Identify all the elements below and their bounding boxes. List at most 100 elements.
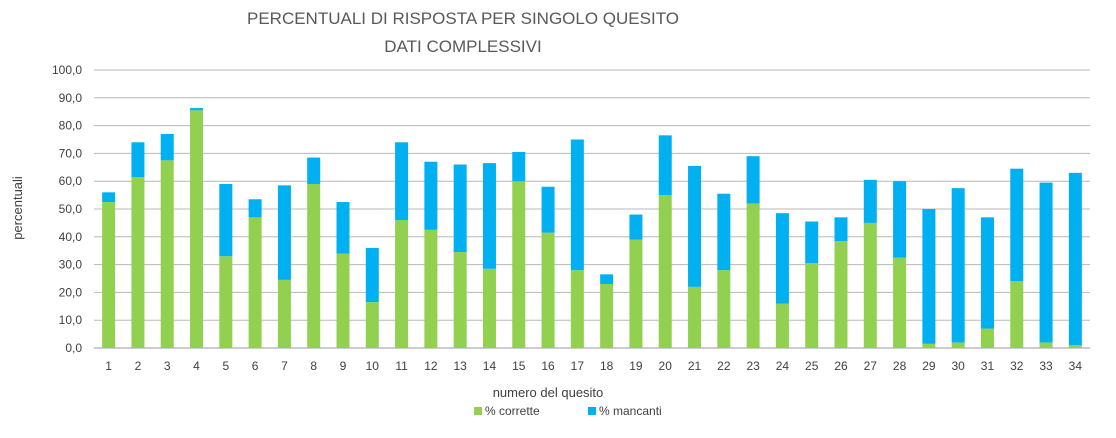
bar-corrette xyxy=(629,239,643,348)
bar-mancanti xyxy=(600,274,614,285)
bar-corrette xyxy=(863,222,877,348)
x-tick-label: 14 xyxy=(483,359,497,373)
bar-mancanti xyxy=(248,199,262,218)
y-tick-label: 90,0 xyxy=(59,91,83,105)
bar-corrette xyxy=(600,284,614,348)
x-tick-label: 11 xyxy=(395,359,408,373)
y-tick-label: 80,0 xyxy=(59,119,83,133)
bar-corrette xyxy=(102,202,116,348)
bar-mancanti xyxy=(688,165,702,287)
x-tick-label: 16 xyxy=(541,359,555,373)
x-tick-label: 19 xyxy=(629,359,643,373)
bar-mancanti xyxy=(541,186,555,233)
bar-mancanti xyxy=(190,108,204,111)
bar-corrette xyxy=(658,195,672,348)
bar-mancanti xyxy=(775,213,789,304)
bar-corrette xyxy=(219,256,233,348)
bar-mancanti xyxy=(424,161,438,230)
x-tick-label: 24 xyxy=(776,359,790,373)
bar-mancanti xyxy=(1010,168,1024,282)
bar-mancanti xyxy=(893,181,907,258)
bar-mancanti xyxy=(1068,172,1082,346)
legend: % corrette % mancanti xyxy=(474,404,662,418)
bar-mancanti xyxy=(980,217,994,329)
bar-mancanti xyxy=(219,183,233,257)
chart-title-line-2: DATI COMPLESSIVI xyxy=(384,37,541,56)
bar-mancanti xyxy=(834,217,848,241)
x-tick-label: 33 xyxy=(1039,359,1053,373)
bar-corrette xyxy=(775,303,789,348)
x-tick-label: 26 xyxy=(834,359,848,373)
bar-mancanti xyxy=(160,133,174,161)
x-tick-label: 17 xyxy=(571,359,585,373)
y-axis-ticks: 0,0 10,0 20,0 30,0 40,0 50,0 60,0 70,0 80,0 90,0 1… xyxy=(52,63,82,355)
bar-corrette xyxy=(541,232,555,348)
bar-corrette xyxy=(805,263,819,348)
bar-mancanti xyxy=(863,179,877,223)
bar-corrette xyxy=(453,252,467,348)
bar-corrette xyxy=(336,253,350,348)
bar-corrette xyxy=(570,270,584,348)
legend-label-corrette: % corrette xyxy=(485,404,540,418)
bar-corrette xyxy=(307,183,321,348)
y-tick-label: 10,0 xyxy=(59,313,83,327)
y-tick-label: 50,0 xyxy=(59,202,83,216)
bar-corrette xyxy=(190,110,204,348)
bar-corrette xyxy=(980,328,994,348)
bar-corrette xyxy=(746,203,760,348)
bar-corrette xyxy=(951,342,965,348)
chart-title-line-1: PERCENTUALI DI RISPOSTA PER SINGOLO QUES… xyxy=(247,9,679,28)
x-tick-label: 29 xyxy=(922,359,936,373)
x-tick-label: 6 xyxy=(252,359,259,373)
bar-mancanti xyxy=(658,135,672,196)
bar-mancanti xyxy=(746,156,760,204)
bar-mancanti xyxy=(482,163,496,269)
bar-mancanti xyxy=(629,214,643,240)
bar-corrette xyxy=(1010,281,1024,348)
x-tick-label: 10 xyxy=(366,359,380,373)
bar-corrette xyxy=(160,160,174,348)
bar-corrette xyxy=(1039,342,1053,348)
x-tick-label: 4 xyxy=(193,359,200,373)
bar-corrette xyxy=(482,268,496,348)
bar-mancanti xyxy=(717,193,731,271)
bar-mancanti xyxy=(395,142,409,221)
bar-corrette xyxy=(365,302,379,348)
gridlines xyxy=(94,69,1090,349)
y-tick-label: 60,0 xyxy=(59,174,83,188)
x-tick-label: 20 xyxy=(659,359,673,373)
x-axis-title: numero del quesito xyxy=(493,385,604,400)
bar-corrette xyxy=(688,286,702,348)
x-tick-label: 34 xyxy=(1069,359,1083,373)
x-tick-label: 9 xyxy=(340,359,347,373)
bar-corrette xyxy=(277,279,291,348)
bar-mancanti xyxy=(336,202,350,254)
x-tick-label: 12 xyxy=(424,359,438,373)
y-tick-label: 100,0 xyxy=(52,63,82,77)
x-tick-label: 21 xyxy=(688,359,702,373)
x-axis-ticks: 1 2 3 4 5 6 7 8 9 10 11 12 13 14 15 16 17 18 19 20 21 22 23 24 2… xyxy=(105,359,1082,373)
bar-corrette xyxy=(248,217,262,348)
x-tick-label: 8 xyxy=(310,359,317,373)
bar-corrette xyxy=(893,257,907,348)
y-tick-label: 70,0 xyxy=(59,146,83,160)
bar-mancanti xyxy=(512,152,526,182)
x-tick-label: 18 xyxy=(600,359,614,373)
bar-corrette xyxy=(834,240,848,348)
bar-corrette xyxy=(1068,345,1082,348)
x-tick-label: 1 xyxy=(105,359,112,373)
y-tick-label: 40,0 xyxy=(59,230,83,244)
x-tick-label: 32 xyxy=(1010,359,1024,373)
x-tick-label: 23 xyxy=(746,359,760,373)
x-tick-label: 30 xyxy=(951,359,965,373)
bar-mancanti xyxy=(570,139,584,271)
bar-corrette xyxy=(717,270,731,348)
y-tick-label: 20,0 xyxy=(59,285,83,299)
legend-label-mancanti: % mancanti xyxy=(599,404,662,418)
legend-swatch-corrette xyxy=(474,407,482,415)
legend-swatch-mancanti xyxy=(588,407,596,415)
bar-mancanti xyxy=(453,164,467,253)
x-tick-label: 7 xyxy=(281,359,288,373)
